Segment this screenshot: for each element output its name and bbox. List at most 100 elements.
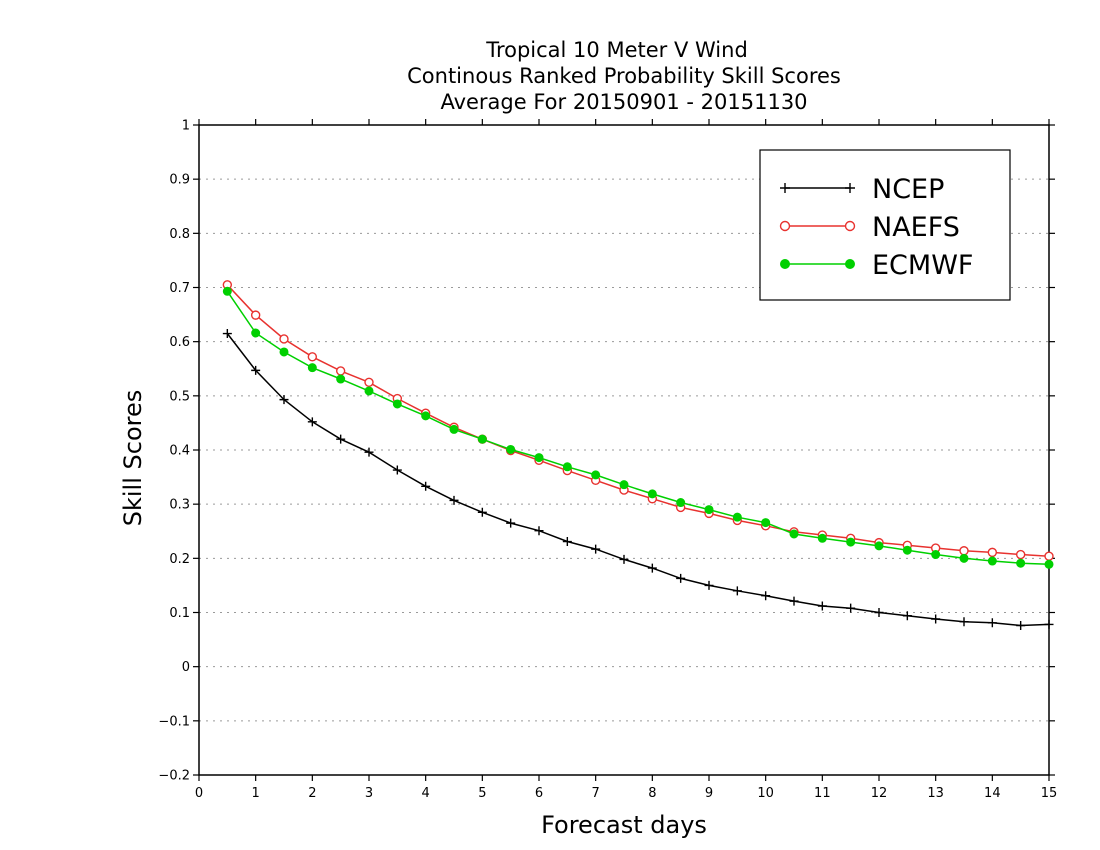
data-point-ecmwf-3 bbox=[307, 363, 317, 373]
data-point-naefs-2 bbox=[279, 334, 289, 344]
x-tick-label-9: 9 bbox=[705, 786, 713, 801]
data-point-naefs-4 bbox=[335, 366, 346, 376]
x-tick-label-12: 12 bbox=[871, 786, 888, 801]
data-point-ncep-20 bbox=[789, 596, 799, 606]
y-tick-label-8: 0.6 bbox=[169, 335, 190, 350]
series-naefs bbox=[222, 280, 1054, 561]
data-point-ncep-11 bbox=[534, 526, 544, 536]
data-point-naefs-5 bbox=[364, 377, 374, 387]
data-point-naefs-29 bbox=[1044, 551, 1054, 561]
data-point-ecmwf-20 bbox=[789, 529, 799, 539]
x-tick-label-5: 5 bbox=[478, 786, 486, 801]
data-point-ecmwf-22 bbox=[846, 537, 856, 547]
chart-title-line-1: Tropical 10 Meter V Wind bbox=[485, 38, 748, 62]
x-tick-label-13: 13 bbox=[927, 786, 944, 801]
legend-label-naefs: NAEFS bbox=[872, 212, 960, 243]
data-point-naefs-28 bbox=[1015, 549, 1026, 560]
data-point-ncep-0 bbox=[222, 329, 232, 339]
data-point-ecmwf-12 bbox=[562, 462, 572, 472]
data-point-ecmwf-25 bbox=[931, 550, 941, 560]
data-point-ecmwf-2 bbox=[279, 347, 289, 357]
data-point-ncep-4 bbox=[336, 434, 346, 444]
data-point-naefs-3 bbox=[307, 352, 318, 362]
data-point-ncep-15 bbox=[647, 563, 657, 573]
legend-marker-start-ncep bbox=[780, 183, 790, 193]
y-tick-label-4: 0.2 bbox=[169, 552, 190, 567]
data-point-naefs-1 bbox=[250, 310, 261, 320]
data-point-ecmwf-10 bbox=[506, 444, 516, 454]
chart-title-line-3: Average For 20150901 - 20151130 bbox=[440, 90, 807, 114]
legend-item-naefs: NAEFS bbox=[779, 212, 960, 243]
data-point-ncep-18 bbox=[732, 586, 742, 596]
data-point-ecmwf-21 bbox=[817, 533, 827, 543]
y-tick-label-11: 0.9 bbox=[169, 173, 190, 188]
data-point-ecmwf-11 bbox=[534, 453, 544, 463]
data-point-ecmwf-17 bbox=[704, 505, 714, 515]
data-point-ecmwf-4 bbox=[336, 374, 346, 384]
legend-marker-end-ecmwf bbox=[845, 259, 855, 269]
x-tick-label-1: 1 bbox=[252, 786, 260, 801]
data-point-ncep-10 bbox=[506, 518, 516, 528]
data-point-ncep-9 bbox=[477, 507, 487, 517]
data-point-ncep-5 bbox=[364, 447, 374, 457]
data-point-ecmwf-26 bbox=[959, 553, 969, 563]
data-point-naefs-27 bbox=[987, 547, 998, 558]
legend-label-ecmwf: ECMWF bbox=[872, 250, 973, 281]
data-point-ecmwf-13 bbox=[591, 470, 601, 480]
series-ncep bbox=[222, 329, 1054, 630]
series-line-ecmwf bbox=[226, 290, 1050, 566]
x-tick-label-7: 7 bbox=[592, 786, 600, 801]
data-point-ecmwf-27 bbox=[987, 556, 997, 566]
x-tick-label-3: 3 bbox=[365, 786, 373, 801]
x-tick-label-10: 10 bbox=[757, 786, 774, 801]
data-point-ecmwf-8 bbox=[449, 424, 459, 434]
data-point-ncep-28 bbox=[1016, 621, 1026, 630]
data-point-ncep-1 bbox=[251, 365, 261, 375]
data-point-ecmwf-28 bbox=[1016, 558, 1026, 568]
legend: NCEP NAEFS ECMWF bbox=[759, 149, 1011, 301]
legend-label-ncep: NCEP bbox=[872, 174, 944, 205]
data-point-ncep-19 bbox=[761, 591, 771, 601]
y-tick-label-9: 0.7 bbox=[169, 281, 190, 296]
series-ecmwf bbox=[222, 286, 1054, 569]
legend-marker-start-naefs bbox=[779, 220, 791, 232]
axes: −0.2−0.100.10.20.30.40.50.60.70.80.910 1 2… bbox=[158, 119, 1057, 802]
x-tick-label-4: 4 bbox=[422, 786, 430, 801]
data-point-ecmwf-5 bbox=[364, 386, 374, 396]
series-group bbox=[222, 280, 1054, 630]
x-tick-label-2: 2 bbox=[308, 786, 316, 801]
data-point-ncep-3 bbox=[307, 417, 317, 427]
legend-box bbox=[759, 149, 1011, 301]
data-point-ncep-8 bbox=[449, 495, 459, 505]
data-point-ecmwf-1 bbox=[251, 328, 261, 338]
data-point-ncep-14 bbox=[619, 554, 629, 564]
data-point-ecmwf-16 bbox=[676, 498, 686, 508]
y-tick-label-10: 0.8 bbox=[169, 227, 190, 242]
x-axis-label: Forecast days bbox=[541, 811, 707, 839]
data-point-ncep-27 bbox=[987, 618, 997, 628]
data-point-ecmwf-9 bbox=[477, 434, 487, 444]
x-tick-label-14: 14 bbox=[984, 786, 1001, 801]
y-tick-label-12: 1 bbox=[182, 119, 190, 134]
data-point-ncep-29 bbox=[1044, 619, 1054, 629]
data-point-ecmwf-19 bbox=[761, 518, 771, 528]
data-point-naefs-26 bbox=[959, 546, 969, 556]
data-point-ncep-25 bbox=[931, 614, 941, 624]
x-tick-label-6: 6 bbox=[535, 786, 543, 801]
data-point-ecmwf-15 bbox=[647, 489, 657, 499]
data-point-ncep-6 bbox=[392, 465, 402, 475]
x-tick-label-8: 8 bbox=[648, 786, 656, 801]
data-point-ecmwf-7 bbox=[421, 411, 431, 421]
y-tick-label-5: 0.3 bbox=[169, 498, 190, 513]
data-point-ncep-21 bbox=[817, 601, 827, 611]
chart-title-line-2: Continous Ranked Probability Skill Score… bbox=[407, 64, 841, 88]
legend-marker-end-naefs bbox=[844, 220, 856, 232]
y-tick-label-1: −0.1 bbox=[158, 714, 190, 729]
data-point-ncep-22 bbox=[846, 603, 856, 613]
gridlines bbox=[199, 178, 1049, 722]
chart-title: Tropical 10 Meter V Wind Continous Ranke… bbox=[407, 38, 841, 114]
data-point-ncep-2 bbox=[279, 395, 289, 405]
y-tick-label-2: 0 bbox=[182, 660, 190, 675]
data-point-ecmwf-29 bbox=[1044, 559, 1054, 569]
